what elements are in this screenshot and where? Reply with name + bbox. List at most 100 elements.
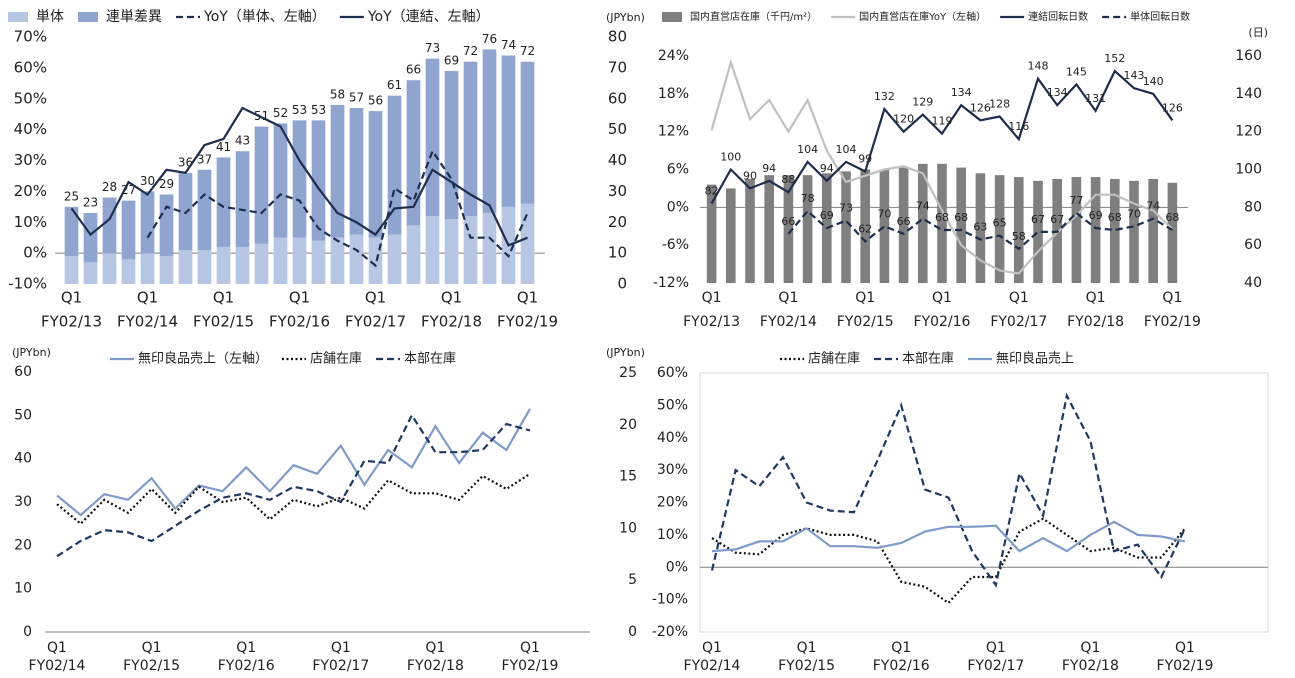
y-tick-label: 30 (14, 494, 32, 510)
line (711, 520, 1186, 553)
y-tick-label: -10% (8, 275, 47, 293)
bar (197, 250, 212, 284)
data-label: 145 (1066, 65, 1087, 78)
x-tick-quarter: Q1 (702, 290, 722, 306)
bar (349, 234, 364, 284)
legend-label: 連結回転日数 (1028, 10, 1088, 23)
legend-label: 単体回転日数 (1130, 10, 1190, 23)
legend-swatch (662, 12, 682, 22)
y2-tick-label: 60% (657, 365, 688, 381)
data-label: 70 (1127, 207, 1141, 220)
x-tick-label: FY02/16 (269, 313, 330, 331)
bar (994, 175, 1005, 283)
y2-tick-label: 40 (608, 151, 627, 169)
bar (444, 219, 459, 284)
bar (1167, 182, 1178, 283)
bar (975, 173, 986, 283)
y-tick-label: 5 (628, 572, 637, 588)
data-label: 94 (762, 162, 776, 175)
data-label: 134 (951, 86, 972, 99)
y2-tick-label: 80 (1244, 199, 1262, 215)
x-tick-label: FY02/15 (778, 658, 835, 674)
x-tick-label: FY02/15 (123, 658, 180, 674)
data-label: 148 (1028, 60, 1049, 73)
data-label: 140 (1143, 75, 1164, 88)
bar (706, 184, 717, 283)
bar (425, 216, 440, 284)
y-tick-label: 0% (667, 199, 689, 215)
x-tick-label: FY02/18 (421, 313, 482, 331)
bar (501, 55, 516, 207)
y2-tick-label: 30 (608, 182, 627, 200)
data-label: 78 (801, 192, 815, 205)
y-tick-label: 70% (14, 28, 47, 46)
x-tick-quarter: Q1 (1080, 640, 1100, 656)
y-tick-label: 0 (23, 624, 32, 640)
bar (425, 58, 440, 217)
bar (482, 212, 497, 284)
bar (520, 203, 535, 284)
x-tick-label: FY02/18 (1067, 314, 1124, 330)
legend-label: 無印良品売上 (996, 351, 1074, 367)
data-label: 126 (970, 101, 991, 114)
line (787, 209, 1173, 251)
x-tick-quarter: Q1 (778, 290, 798, 306)
bar-total-label: 28 (102, 180, 117, 194)
x-tick-label: FY02/14 (684, 658, 741, 674)
y-tick-label: 60 (14, 364, 32, 380)
y2-tick-label: 60 (1244, 237, 1262, 253)
bar (121, 200, 136, 260)
x-tick-label: FY02/18 (407, 658, 464, 674)
bar (1033, 180, 1043, 283)
bar (311, 120, 326, 241)
y-tick-label: 40% (14, 120, 47, 138)
line (710, 392, 1186, 588)
bar (292, 237, 307, 284)
bar (121, 259, 136, 284)
y-tick-label: -12% (653, 275, 689, 291)
legend-swatch (78, 12, 98, 22)
line (70, 106, 528, 247)
bar-total-label: 72 (463, 44, 478, 58)
y-tick-label: 40 (14, 451, 32, 467)
bar (444, 70, 459, 220)
x-tick-quarter: Q1 (236, 640, 256, 656)
x-tick-label: FY02/18 (1062, 658, 1119, 674)
x-tick-label: FY02/14 (117, 313, 178, 331)
y-tick-label: 0% (23, 244, 47, 262)
x-tick-quarter: Q1 (137, 289, 158, 307)
bar (311, 240, 326, 284)
y2-tick-label: -10% (652, 592, 688, 608)
data-label: 65 (993, 217, 1007, 230)
bar-total-label: 61 (387, 78, 402, 92)
bar (937, 163, 947, 283)
y-tick-label: -6% (662, 237, 689, 253)
x-tick-quarter: Q1 (289, 289, 310, 307)
y-tick-label: 12% (658, 124, 689, 140)
bar (159, 194, 174, 257)
bar-total-label: 69 (444, 53, 459, 67)
y2-tick-label: 30% (657, 462, 688, 478)
bar (745, 178, 755, 283)
x-tick-quarter: Q1 (142, 640, 162, 656)
bar (387, 234, 402, 284)
bar (1014, 177, 1024, 283)
bar-total-label: 76 (482, 32, 497, 46)
data-label: 104 (797, 143, 818, 156)
bar (216, 157, 231, 247)
data-label: 58 (1012, 230, 1026, 243)
bar (783, 175, 794, 283)
y2-tick-label: 70 (608, 58, 627, 76)
bar (1148, 178, 1158, 283)
bar-total-label: 29 (159, 177, 174, 191)
x-tick-quarter: Q1 (365, 289, 386, 307)
bar (197, 169, 212, 251)
y-tick-label: 24% (658, 48, 689, 64)
y2-tick-label: 40 (1244, 275, 1262, 291)
data-label: 62 (858, 222, 872, 235)
x-tick-quarter: Q1 (441, 289, 462, 307)
data-label: 67 (1050, 213, 1064, 226)
bar (216, 246, 231, 284)
bar (83, 212, 98, 263)
x-tick-label: FY02/15 (193, 313, 254, 331)
